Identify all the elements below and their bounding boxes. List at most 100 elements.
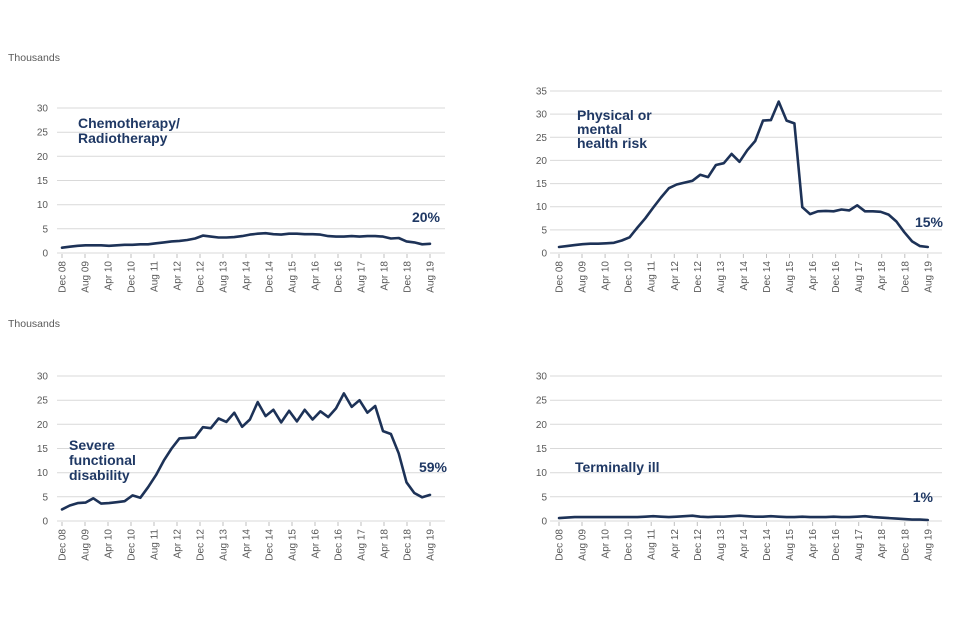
x-axis-tick-label: Apr 18 [877,529,888,559]
x-axis-tick-label: Apr 18 [380,261,391,291]
gridlines [550,375,942,522]
x-axis-tick-label: Aug 11 [647,529,658,560]
chart-title-line: health risk [577,135,647,151]
chart-title-line: mental [577,121,622,137]
y-axis-tick-label: 5 [541,225,547,236]
x-axis-tick-label: Aug 13 [716,529,727,561]
chart-title-line: functional [69,452,136,468]
y-axis-tick-label: 25 [37,396,49,407]
x-axis-tick-label: Apr 12 [173,261,184,291]
x-axis-tick-label: Aug 15 [288,529,299,561]
x-axis-tick-label: Aug 11 [647,261,658,292]
gridlines [57,375,445,522]
chart-title-line: Severe [69,437,115,453]
x-axis-tick-label: Dec 14 [762,529,773,561]
y-axis-labels: 0 5 10 15 20 25 30 [536,372,548,528]
x-axis-tick-label: Dec 14 [265,529,276,561]
x-axis-tick-label: Aug 11 [150,261,161,292]
chart-title-line: Radiotherapy [78,130,168,146]
chart-severe-functional-disability: 0 5 10 15 20 25 30 Dec 08 Aug 09 Apr 10 Dec 10 Aug … [37,372,448,561]
x-axis-tick-label: Apr 16 [808,529,819,559]
y-axis-labels: 0 5 10 15 20 25 30 [37,372,49,528]
y-axis-labels: 0 5 10 15 20 25 30 [37,104,49,260]
x-axis-tick-label: Dec 08 [555,261,566,293]
y-axis-tick-label: 15 [536,444,548,455]
x-axis-tick-label: Dec 08 [58,529,69,561]
x-axis-tick-label: Aug 19 [923,261,934,293]
x-axis-tick-label: Apr 10 [104,529,115,559]
y-axis-tick-label: 25 [536,133,548,144]
y-axis-tick-label: 5 [42,224,48,235]
x-axis-tick-label: Apr 16 [311,529,322,559]
x-axis-tick-label: Aug 17 [854,529,865,561]
x-axis-tick-label: Apr 10 [601,529,612,559]
x-axis-tick-label: Dec 16 [334,529,345,561]
series-line [557,514,930,522]
x-axis-tick-label: Dec 10 [127,529,138,561]
percent-annotation: 59% [419,459,448,475]
x-axis-tick-label: Apr 14 [242,529,253,559]
x-axis-tick-label: Aug 09 [81,261,92,293]
y-axis-tick-label: 10 [536,202,548,213]
series-line [557,100,930,249]
y-axis-tick-label: 0 [541,249,547,260]
chart-title: Terminally ill [575,459,660,475]
x-axis-tick-label: Aug 15 [785,261,796,293]
y-axis-tick-label: 35 [536,87,548,98]
x-axis-tick-label: Aug 19 [426,529,437,561]
x-axis-tick-label: Dec 16 [831,529,842,561]
y-axis-tick-label: 25 [37,128,49,139]
x-axis-tick-label: Aug 19 [923,529,934,561]
x-axis-tick-label: Dec 14 [762,261,773,293]
y-axis-tick-label: 0 [541,517,547,528]
x-axis-tick-label: Aug 09 [578,529,589,561]
chart-title-line: Terminally ill [575,459,660,475]
x-axis-tick-label: Apr 14 [739,529,750,559]
y-axis-tick-label: 20 [37,152,49,163]
y-axis-tick-label: 25 [536,396,548,407]
x-axis-tick-label: Apr 18 [877,261,888,291]
x-axis-tick-label: Aug 13 [219,529,230,561]
x-axis-tick-label: Aug 09 [578,261,589,293]
percent-annotation: 1% [913,489,934,505]
chart-title-line: Chemotherapy/ [78,115,180,131]
x-axis-labels: Dec 08 Aug 09 Apr 10 Dec 10 Aug 11 Apr 12 Dec … [58,529,437,561]
y-axis-tick-label: 20 [37,420,49,431]
x-axis-ticks [61,522,431,526]
x-axis-ticks [61,254,431,258]
x-axis-tick-label: Aug 09 [81,529,92,561]
y-axis-tick-label: 30 [536,372,548,383]
x-axis-tick-label: Apr 12 [173,529,184,559]
y-axis-tick-label: 5 [42,492,48,503]
x-axis-tick-label: Dec 18 [403,261,414,293]
chart-title: Physical or mental health risk [577,107,652,151]
x-axis-tick-label: Apr 16 [311,261,322,291]
x-axis-tick-label: Aug 17 [357,529,368,561]
y-axis-labels: 0 5 10 15 20 25 30 35 [536,87,548,260]
y-axis-tick-label: 10 [37,468,49,479]
x-axis-tick-label: Apr 10 [104,261,115,291]
x-axis-tick-label: Dec 12 [196,261,207,293]
x-axis-tick-label: Aug 13 [716,261,727,293]
x-axis-labels: Dec 08 Aug 09 Apr 10 Dec 10 Aug 11 Apr 12 Dec … [555,261,935,293]
y-axis-tick-label: 30 [37,104,49,115]
x-axis-tick-label: Aug 15 [288,261,299,293]
y-axis-tick-label: 5 [541,492,547,503]
x-axis-tick-label: Dec 14 [265,261,276,293]
x-axis-labels: Dec 08 Aug 09 Apr 10 Dec 10 Aug 11 Apr 12 Dec … [555,529,935,561]
x-axis-ticks [558,522,929,526]
x-axis-tick-label: Dec 10 [624,261,635,293]
y-axis-tick-label: 30 [37,372,49,383]
x-axis-tick-label: Aug 13 [219,261,230,293]
x-axis-tick-label: Dec 18 [900,261,911,293]
x-axis-tick-label: Apr 12 [670,261,681,291]
x-axis-tick-label: Aug 17 [854,261,865,293]
x-axis-tick-label: Apr 16 [808,261,819,291]
percent-annotation: 15% [915,214,944,230]
chart-title-line: disability [69,467,130,483]
x-axis-tick-label: Apr 12 [670,529,681,559]
x-axis-tick-label: Apr 14 [242,261,253,291]
x-axis-tick-label: Dec 18 [900,529,911,561]
x-axis-tick-label: Aug 17 [357,261,368,293]
